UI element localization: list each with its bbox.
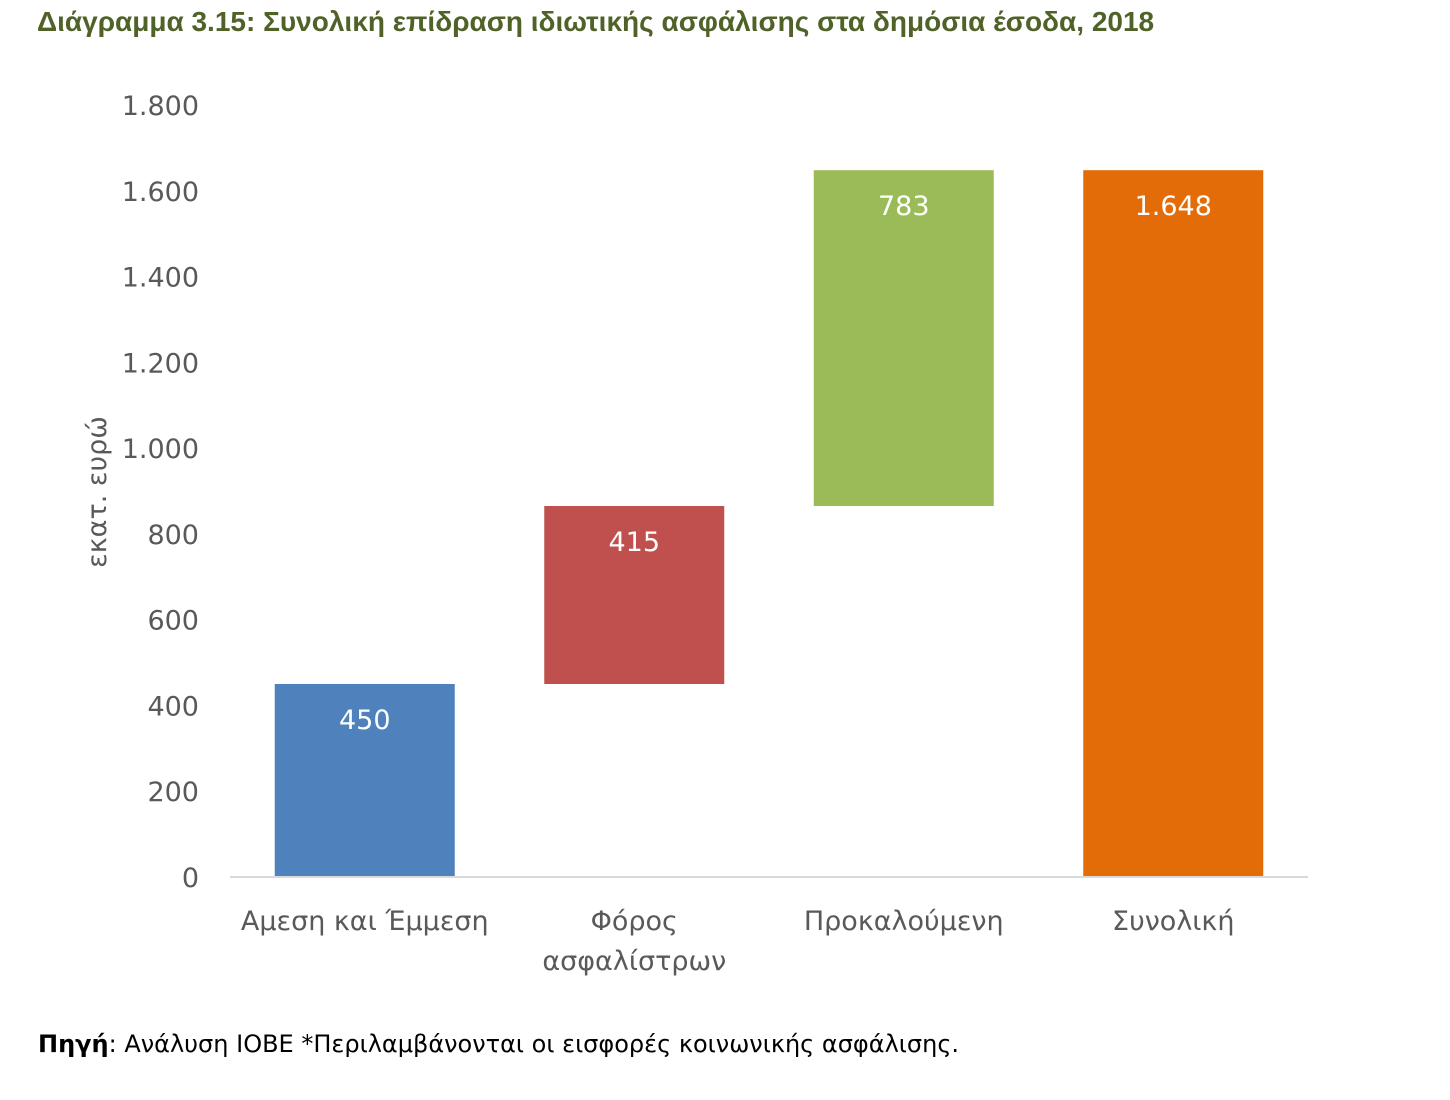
bar bbox=[813, 170, 994, 507]
y-tick-label: 1.600 bbox=[122, 177, 199, 208]
data-label: 1.648 bbox=[1135, 191, 1212, 222]
bar bbox=[1083, 170, 1264, 878]
bars: 450 415 783 1.648 bbox=[274, 170, 1264, 878]
data-label: 450 bbox=[339, 705, 391, 736]
bar bbox=[544, 506, 725, 684]
y-tick-label: 1.200 bbox=[122, 348, 199, 379]
y-tick-label: 200 bbox=[147, 777, 199, 808]
x-category-label: Συνολική bbox=[1112, 906, 1234, 937]
data-label: 783 bbox=[878, 191, 930, 222]
x-category-label: Αμεση και Έμμεση bbox=[241, 906, 489, 937]
y-axis-label: εκατ. ευρώ bbox=[82, 416, 113, 568]
source-text: : Ανάλυση ΙΟΒΕ *Περιλαμβάνονται οι εισφο… bbox=[108, 1030, 960, 1058]
y-tick-label: 0 bbox=[182, 863, 199, 894]
y-tick-label: 600 bbox=[147, 606, 199, 637]
source-label: Πηγή bbox=[38, 1030, 109, 1058]
bar bbox=[274, 684, 455, 877]
y-axis-ticks: 0 200 400 600 800 1.000 1.200 1.400 1.600 1.800 bbox=[122, 91, 199, 894]
y-tick-label: 1.400 bbox=[122, 263, 199, 294]
x-category-label: ασφαλίστρων bbox=[542, 946, 726, 977]
data-label: 415 bbox=[608, 527, 660, 558]
y-tick-label: 800 bbox=[147, 520, 199, 551]
x-category-label: Προκαλούμενη bbox=[804, 906, 1004, 937]
y-tick-label: 1.800 bbox=[122, 91, 199, 122]
y-tick-label: 400 bbox=[147, 691, 199, 722]
y-tick-label: 1.000 bbox=[122, 434, 199, 465]
waterfall-chart: 0 200 400 600 800 1.000 1.200 1.400 1.600 1.800 4… bbox=[82, 91, 1308, 977]
x-category-label: Φόρος bbox=[591, 906, 678, 937]
source-note: Πηγή: Ανάλυση ΙΟΒΕ *Περιλαμβάνονται οι ε… bbox=[38, 1030, 1418, 1058]
chart-title: Διάγραμμα 3.15: Συνολική επίδραση ιδιωτι… bbox=[37, 6, 1155, 37]
x-axis-categories: Αμεση και Έμμεση Φόρος ασφαλίστρων Προκαλού… bbox=[241, 906, 1235, 977]
